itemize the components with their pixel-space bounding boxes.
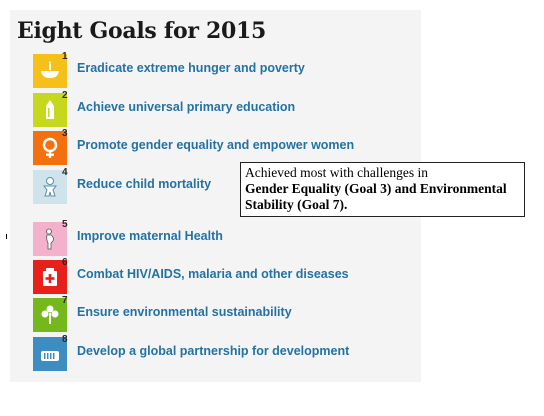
goal-number: 4 xyxy=(62,167,68,178)
goal-item-8: 8 Develop a global partnership for devel… xyxy=(33,334,513,371)
callout-line-3: Stability (Goal 7). xyxy=(245,197,348,212)
callout-line-1: Achieved most with challenges in xyxy=(245,165,428,180)
pencil-icon xyxy=(33,93,67,127)
female-symbol-icon xyxy=(33,131,67,165)
goal-label: Reduce child mortality xyxy=(77,177,212,191)
goal-label: Improve maternal Health xyxy=(77,229,223,243)
goal-item-3: 3 Promote gender equality and empower wo… xyxy=(33,128,513,165)
goal-label: Ensure environmental sustainability xyxy=(77,305,292,319)
goal-item-6: 6 Combat HIV/AIDS, malaria and other dis… xyxy=(33,257,513,294)
goal-item-1: 1 Eradicate extreme hunger and poverty xyxy=(33,51,513,88)
goal-item-4: 4 Reduce child mortality xyxy=(33,167,513,204)
goal-number: 2 xyxy=(62,90,68,101)
page-title: Eight Goals for 2015 xyxy=(17,18,267,44)
bowl-icon xyxy=(33,54,67,88)
tree-icon xyxy=(33,298,67,332)
goal-label: Combat HIV/AIDS, malaria and other disea… xyxy=(77,267,349,281)
goal-number: 3 xyxy=(62,128,68,139)
annotation-callout: Achieved most with challenges in Gender … xyxy=(240,162,525,217)
goal-number: 8 xyxy=(62,334,68,345)
goal-label: Achieve universal primary education xyxy=(77,100,296,114)
callout-line-2: Gender Equality (Goal 3) and Environment… xyxy=(245,181,507,196)
medicine-kit-icon xyxy=(33,260,67,294)
goal-item-2: 2 Achieve universal primary education xyxy=(33,90,513,127)
edge-mark xyxy=(6,234,7,239)
handshake-icon xyxy=(33,337,67,371)
goal-number: 6 xyxy=(62,257,68,268)
goal-number: 5 xyxy=(62,219,68,230)
goal-label: Eradicate extreme hunger and poverty xyxy=(77,61,305,75)
goal-label: Develop a global partnership for develop… xyxy=(77,344,350,358)
baby-icon xyxy=(33,170,67,204)
goal-item-5: 5 Improve maternal Health xyxy=(33,219,513,256)
goal-number: 1 xyxy=(62,51,68,62)
goal-number: 7 xyxy=(62,295,68,306)
pregnant-woman-icon xyxy=(33,222,67,256)
goal-item-7: 7 Ensure environmental sustainability xyxy=(33,295,513,332)
goal-label: Promote gender equality and empower wome… xyxy=(77,138,355,152)
